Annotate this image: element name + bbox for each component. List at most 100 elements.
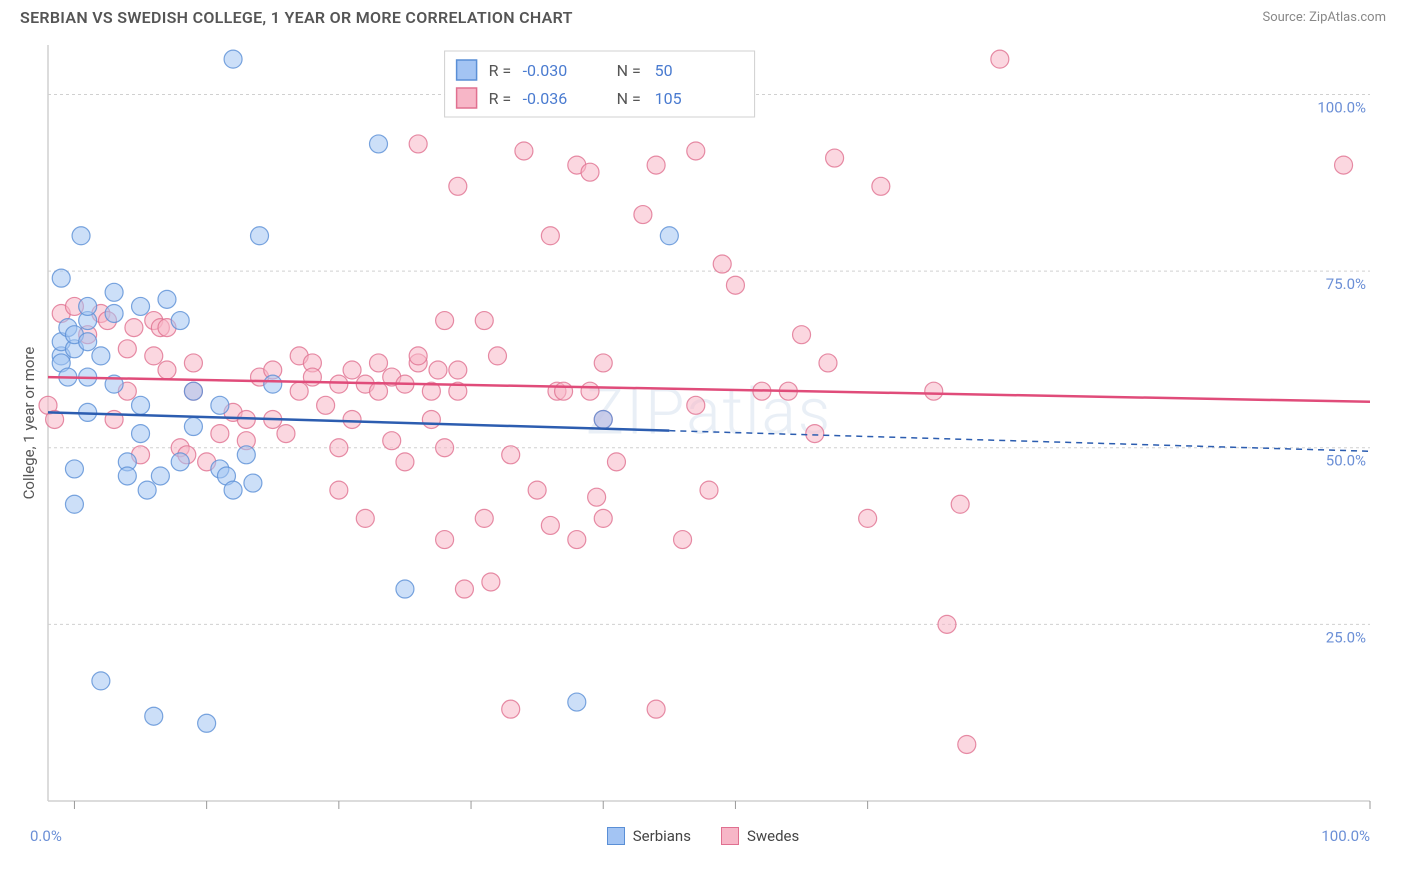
- info-n-value: 105: [655, 89, 682, 108]
- scatter-point: [488, 347, 506, 365]
- scatter-point: [568, 531, 586, 549]
- scatter-point: [370, 382, 388, 400]
- scatter-point: [343, 361, 361, 379]
- scatter-point: [224, 50, 242, 68]
- scatter-point: [138, 481, 156, 499]
- scatter-point: [65, 460, 83, 478]
- scatter-point: [132, 425, 150, 443]
- scatter-point: [647, 156, 665, 174]
- legend-item-swedes: Swedes: [721, 827, 799, 845]
- y-tick-label: 25.0%: [1326, 628, 1366, 646]
- scatter-point: [158, 290, 176, 308]
- scatter-point: [251, 227, 269, 245]
- scatter-point: [118, 340, 136, 358]
- scatter-point: [211, 425, 229, 443]
- scatter-chart: 25.0%50.0%75.0%100.0%ZIPatlasCollege, 1 …: [20, 33, 1386, 823]
- y-tick-label: 100.0%: [1317, 98, 1366, 116]
- scatter-point: [409, 347, 427, 365]
- y-tick-label: 75.0%: [1326, 275, 1366, 293]
- scatter-point: [396, 580, 414, 598]
- scatter-point: [184, 354, 202, 372]
- scatter-point: [244, 474, 262, 492]
- legend: 0.0% Serbians Swedes 100.0%: [20, 827, 1386, 845]
- scatter-point: [92, 347, 110, 365]
- info-r-value: -0.030: [523, 61, 568, 80]
- legend-swatch-blue: [607, 827, 625, 845]
- scatter-point: [145, 347, 163, 365]
- scatter-point: [171, 453, 189, 471]
- chart-area: 25.0%50.0%75.0%100.0%ZIPatlasCollege, 1 …: [20, 33, 1386, 823]
- chart-title: SERBIAN VS SWEDISH COLLEGE, 1 YEAR OR MO…: [20, 8, 573, 27]
- legend-item-serbians: Serbians: [607, 827, 691, 845]
- scatter-point: [356, 509, 374, 527]
- scatter-point: [859, 509, 877, 527]
- scatter-point: [125, 319, 143, 337]
- legend-swatch-pink: [721, 827, 739, 845]
- scatter-point: [793, 326, 811, 344]
- scatter-point: [991, 50, 1009, 68]
- scatter-point: [79, 333, 97, 351]
- scatter-point: [1335, 156, 1353, 174]
- scatter-point: [370, 135, 388, 153]
- legend-label-serbians: Serbians: [633, 827, 691, 845]
- scatter-point: [568, 693, 586, 711]
- info-r-value: -0.036: [523, 89, 568, 108]
- y-axis-title: College, 1 year or more: [20, 347, 38, 500]
- scatter-point: [647, 700, 665, 718]
- scatter-point: [482, 573, 500, 591]
- scatter-point: [449, 177, 467, 195]
- scatter-point: [581, 163, 599, 181]
- scatter-point: [594, 354, 612, 372]
- scatter-point: [436, 439, 454, 457]
- scatter-point: [132, 396, 150, 414]
- scatter-point: [264, 375, 282, 393]
- scatter-point: [211, 396, 229, 414]
- bottom-bar: 0.0% Serbians Swedes 100.0%: [20, 827, 1386, 845]
- scatter-point: [330, 481, 348, 499]
- scatter-point: [52, 269, 70, 287]
- scatter-point: [158, 361, 176, 379]
- scatter-point: [819, 354, 837, 372]
- scatter-point: [726, 276, 744, 294]
- info-n-label: N =: [617, 89, 641, 108]
- scatter-point: [237, 446, 255, 464]
- scatter-point: [475, 509, 493, 527]
- scatter-point: [581, 382, 599, 400]
- scatter-point: [396, 453, 414, 471]
- scatter-point: [958, 735, 976, 753]
- x-axis-min-label: 0.0%: [30, 827, 62, 845]
- scatter-point: [555, 382, 573, 400]
- scatter-point: [290, 382, 308, 400]
- scatter-point: [872, 177, 890, 195]
- scatter-point: [224, 481, 242, 499]
- scatter-point: [826, 149, 844, 167]
- info-swatch: [457, 88, 477, 108]
- scatter-point: [713, 255, 731, 273]
- scatter-point: [594, 410, 612, 428]
- info-r-label: R =: [489, 89, 512, 108]
- scatter-point: [198, 714, 216, 732]
- info-swatch: [457, 60, 477, 80]
- scatter-point: [105, 283, 123, 301]
- scatter-point: [700, 481, 718, 499]
- chart-header: SERBIAN VS SWEDISH COLLEGE, 1 YEAR OR MO…: [0, 0, 1406, 33]
- chart-source: Source: ZipAtlas.com: [1262, 10, 1386, 25]
- scatter-point: [330, 439, 348, 457]
- info-n-label: N =: [617, 61, 641, 80]
- scatter-point: [607, 453, 625, 471]
- scatter-point: [594, 509, 612, 527]
- scatter-point: [429, 361, 447, 379]
- scatter-point: [184, 418, 202, 436]
- x-axis-max-label: 100.0%: [1321, 827, 1370, 845]
- scatter-point: [132, 297, 150, 315]
- scatter-point: [330, 375, 348, 393]
- scatter-point: [72, 227, 90, 245]
- scatter-point: [436, 531, 454, 549]
- scatter-point: [541, 227, 559, 245]
- scatter-point: [502, 700, 520, 718]
- scatter-point: [79, 297, 97, 315]
- scatter-point: [634, 206, 652, 224]
- scatter-point: [449, 361, 467, 379]
- scatter-point: [409, 135, 427, 153]
- scatter-point: [145, 707, 163, 725]
